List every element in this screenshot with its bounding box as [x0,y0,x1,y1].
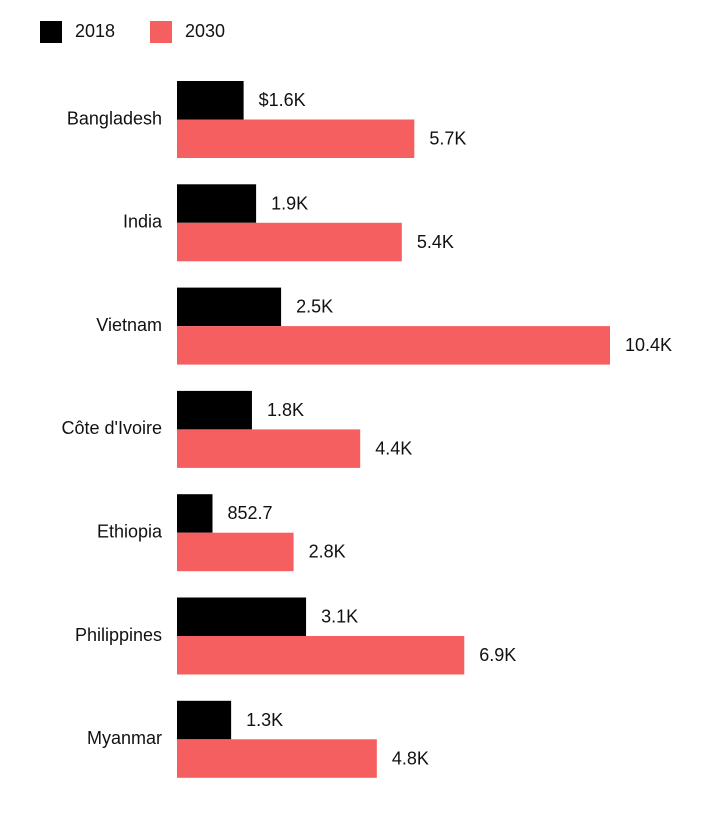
value-label: 10.4K [625,335,672,355]
category-label: Ethiopia [97,521,163,541]
bar [177,222,402,262]
value-label: 3.1K [321,607,358,627]
bar [177,597,307,636]
bar [177,739,377,778]
value-label: 5.7K [429,129,466,149]
legend-label: 2030 [185,21,225,41]
category-label: Myanmar [87,728,162,748]
category-label: India [123,212,163,232]
value-label: 1.8K [267,400,304,420]
bar [177,81,244,120]
value-label: $1.6K [259,90,306,110]
bar [177,390,252,430]
bar [177,636,465,675]
category-label: Philippines [75,625,162,645]
legend-swatch [40,21,62,43]
category-label: Vietnam [96,315,162,335]
value-label: 1.9K [271,193,308,213]
legend-swatch [150,21,172,43]
category-label: Bangladesh [67,108,162,128]
bar [177,119,415,158]
value-label: 4.8K [392,748,429,768]
value-label: 852.7 [228,503,273,523]
bar [177,494,213,533]
value-label: 1.3K [246,710,283,730]
bar [177,532,294,572]
value-label: 2.5K [296,297,333,317]
value-label: 2.8K [309,542,346,562]
legend-label: 2018 [75,21,115,41]
bar [177,700,232,740]
value-label: 4.4K [375,438,412,458]
value-label: 6.9K [479,645,516,665]
value-label: 5.4K [417,232,454,252]
bar [177,326,610,365]
bar [177,429,361,468]
bar [177,287,282,327]
category-label: Côte d'Ivoire [62,418,163,438]
bar [177,184,257,223]
